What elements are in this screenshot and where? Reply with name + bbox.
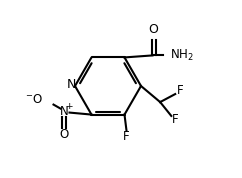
Text: $^{-}$O: $^{-}$O	[24, 93, 43, 106]
Text: F: F	[177, 83, 183, 97]
Text: +: +	[65, 102, 72, 111]
Text: N: N	[60, 105, 69, 118]
Text: NH$_2$: NH$_2$	[169, 48, 193, 63]
Text: F: F	[123, 130, 130, 143]
Text: N: N	[66, 78, 76, 91]
Text: O: O	[60, 128, 69, 141]
Text: F: F	[172, 113, 179, 126]
Text: O: O	[149, 23, 159, 36]
